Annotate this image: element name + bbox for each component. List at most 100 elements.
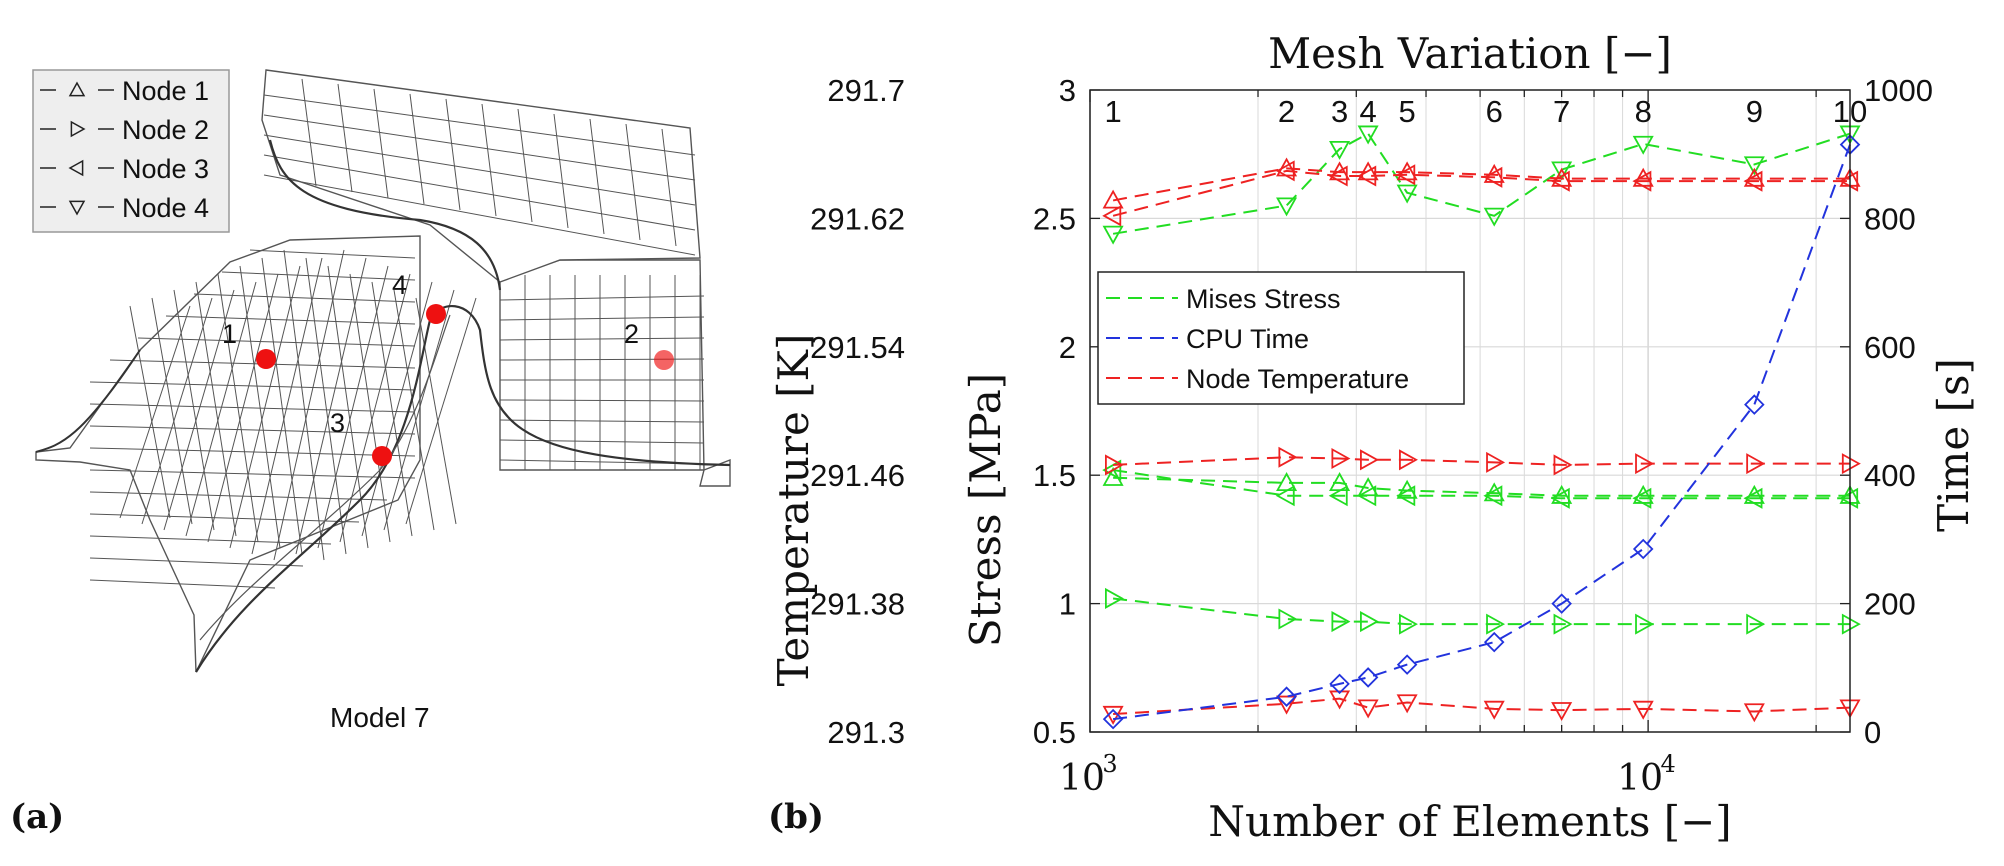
mesh-left-spike-edge bbox=[35, 349, 141, 453]
data-point bbox=[1743, 170, 1763, 192]
node-4-marker bbox=[426, 304, 446, 324]
series-line bbox=[1113, 697, 1851, 716]
mesh-line bbox=[89, 403, 416, 413]
data-point bbox=[1396, 164, 1416, 186]
mesh-line bbox=[185, 281, 257, 537]
mesh-line bbox=[317, 265, 389, 549]
mesh-top-lines bbox=[263, 78, 696, 256]
mesh-line bbox=[263, 134, 696, 206]
mesh-line bbox=[499, 316, 705, 321]
data-point bbox=[1483, 485, 1503, 507]
data-point bbox=[1632, 170, 1652, 192]
data-point bbox=[1357, 125, 1379, 145]
mesh-line bbox=[119, 305, 191, 519]
time-tick-label: 400 bbox=[1864, 458, 1916, 493]
node-2-marker bbox=[654, 350, 674, 370]
mesh-line bbox=[263, 94, 696, 156]
data-point bbox=[1743, 703, 1765, 723]
data-point bbox=[1275, 485, 1295, 507]
data-point bbox=[1276, 686, 1297, 707]
x-tick-label-exp: 3 bbox=[1102, 750, 1117, 778]
mesh-line bbox=[229, 265, 301, 549]
mesh-line bbox=[207, 273, 279, 543]
x-axis-label: Number of Elements [−] bbox=[1208, 797, 1731, 846]
data-point bbox=[1396, 479, 1418, 499]
mesh-line bbox=[499, 295, 705, 301]
data-point bbox=[1551, 161, 1573, 181]
data-point bbox=[1744, 394, 1765, 415]
node-1-label: 1 bbox=[222, 319, 237, 349]
stress-tick-label: 2 bbox=[1059, 330, 1076, 365]
mesh-line bbox=[249, 249, 416, 259]
data-point bbox=[1102, 225, 1124, 245]
temperature-tick-label: 291.3 bbox=[827, 715, 905, 750]
time-tick-label: 0 bbox=[1864, 715, 1881, 750]
data-point bbox=[1743, 487, 1763, 509]
data-point bbox=[1357, 165, 1377, 187]
mesh-fillet-line bbox=[199, 314, 451, 641]
data-point bbox=[1357, 699, 1379, 719]
data-point bbox=[1553, 454, 1573, 476]
node-legend: Node 1 Node 2 Node 3 Node 4 bbox=[32, 69, 230, 233]
mesh-line bbox=[405, 297, 477, 525]
stress-tick-label: 3 bbox=[1059, 73, 1076, 108]
data-point bbox=[1275, 160, 1295, 182]
data-point bbox=[1102, 189, 1124, 209]
data-point bbox=[1399, 613, 1418, 635]
mesh-line bbox=[89, 425, 416, 435]
data-point bbox=[1632, 700, 1654, 720]
data-point bbox=[1105, 454, 1124, 476]
node-legend-marker bbox=[68, 200, 86, 216]
series-line bbox=[1113, 476, 1850, 497]
mesh-line bbox=[89, 579, 276, 589]
series-line bbox=[1112, 144, 1851, 721]
mesh-line bbox=[89, 491, 388, 501]
mesh-line bbox=[263, 114, 696, 181]
data-point bbox=[1486, 451, 1506, 473]
mesh-line bbox=[151, 297, 193, 525]
data-point bbox=[1276, 197, 1298, 217]
mesh-line bbox=[129, 305, 171, 519]
series-line bbox=[1112, 132, 1851, 235]
node-2-label: 2 bbox=[624, 319, 639, 349]
stress-tick-label: 2.5 bbox=[1033, 201, 1076, 236]
mesh-line bbox=[173, 289, 215, 531]
temperature-tick-label: 291.7 bbox=[827, 73, 905, 108]
series-temp-6 bbox=[1102, 160, 1859, 227]
mesh-line bbox=[553, 113, 569, 229]
temperature-axis-label: Temperature [K] bbox=[769, 334, 818, 687]
data-point bbox=[1102, 205, 1122, 227]
stress-tick-label: 0.5 bbox=[1033, 715, 1076, 750]
mesh-line bbox=[415, 297, 457, 525]
mesh-line bbox=[263, 154, 696, 231]
mesh-line bbox=[337, 83, 353, 193]
mesh-line bbox=[349, 273, 391, 543]
data-point bbox=[1743, 156, 1765, 176]
mesh-left-region bbox=[35, 235, 421, 673]
mesh-line bbox=[251, 257, 323, 555]
time-tick-label: 1000 bbox=[1864, 73, 1933, 108]
data-point bbox=[1331, 611, 1351, 633]
mesh-line bbox=[481, 103, 497, 217]
data-point bbox=[1331, 447, 1351, 470]
fe-mesh-model bbox=[35, 69, 731, 673]
series-line bbox=[1112, 167, 1850, 202]
data-point bbox=[1328, 485, 1348, 507]
mesh-line bbox=[445, 98, 461, 211]
mesh-line bbox=[261, 257, 303, 555]
temperature-tick-label: 291.62 bbox=[810, 201, 905, 236]
stress-axis-label: Stress [MPa] bbox=[961, 373, 1010, 647]
stress-tick-label: 1 bbox=[1059, 587, 1076, 622]
plot-area bbox=[1090, 90, 1850, 732]
temperature-tick-label: 291.54 bbox=[810, 330, 905, 365]
data-point bbox=[1329, 140, 1351, 160]
node-legend-label: Node 4 bbox=[122, 193, 209, 223]
data-point bbox=[1746, 453, 1766, 475]
mesh-line bbox=[283, 249, 325, 561]
mesh-line bbox=[89, 535, 332, 545]
data-point bbox=[1550, 487, 1570, 509]
data-point bbox=[1105, 587, 1124, 609]
mesh-line bbox=[589, 118, 605, 235]
mesh-line bbox=[625, 123, 641, 241]
